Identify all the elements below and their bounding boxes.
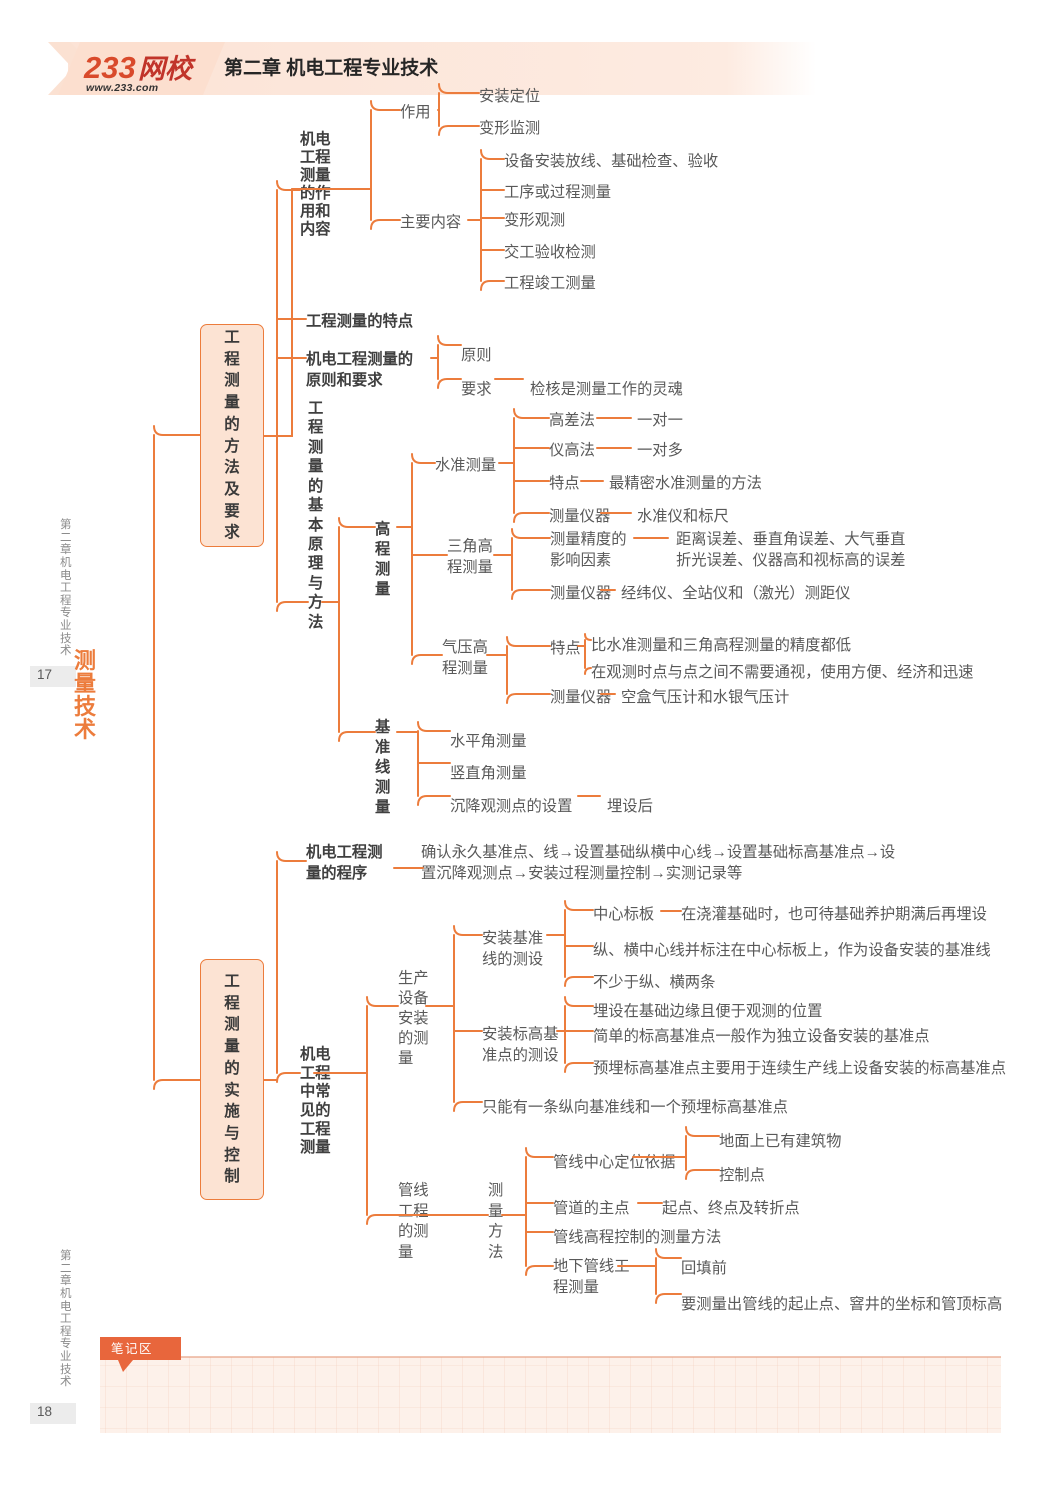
svg-text:笔记区: 笔记区: [111, 1341, 153, 1356]
